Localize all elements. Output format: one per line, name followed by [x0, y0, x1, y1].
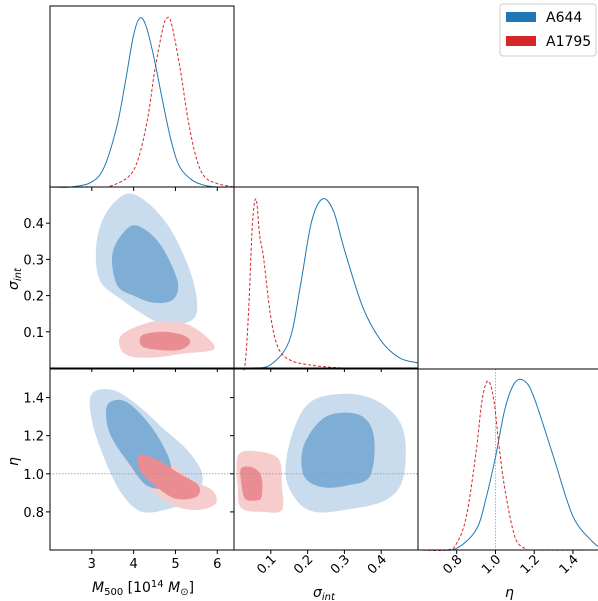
- panel-frame-M500-M500: [49, 5, 235, 188]
- contour-a1795-M500-eta-inner: [137, 454, 201, 500]
- legend: A644 A1795: [499, 3, 597, 57]
- x-tick-label-eta: 1.2: [518, 552, 543, 577]
- posterior-a644-sigma_int: [233, 198, 419, 369]
- x-tick-label-eta: 1.0: [479, 552, 504, 577]
- x-tick-label-M500: 6: [213, 557, 221, 572]
- y-tick-label-eta: 1.2: [23, 430, 44, 445]
- legend-label-a644: A644: [546, 10, 582, 26]
- x-axis-label-m500: M500 [1014 M⊙]: [92, 579, 194, 598]
- contour-a1795-M500-sigma_int-inner: [139, 331, 191, 351]
- y-tick-label-eta: 0.8: [23, 506, 44, 521]
- posterior-a644-eta: [417, 378, 598, 551]
- y-tick-label-sigma_int: 0.3: [23, 253, 44, 268]
- x-tick-label-sigma_int: 0.4: [365, 552, 390, 577]
- x-axis-label-eta: η: [505, 585, 514, 601]
- contour-layer: [89, 193, 406, 513]
- y-tick-label-sigma_int: 0.2: [23, 290, 44, 305]
- x-tick-label-sigma_int: 0.3: [328, 552, 353, 577]
- panel-frame-sigma_int-sigma_int: [233, 186, 419, 369]
- y-axis-label-eta: η: [6, 457, 22, 466]
- y-tick-label-eta: 1.4: [23, 392, 44, 407]
- y-tick-label-sigma_int: 0.1: [23, 326, 44, 341]
- contour-a644-sigma_int-eta-inner: [301, 412, 375, 488]
- posterior-a1795-M500: [49, 16, 235, 188]
- legend-swatch-a644: [506, 12, 536, 22]
- x-axis-label-sigma-int: σint: [313, 585, 336, 601]
- legend-swatch-a1795: [506, 36, 536, 46]
- posterior-line-layer: [49, 16, 598, 551]
- x-tick-label-eta: 1.4: [557, 552, 582, 577]
- y-tick-label-eta: 1.0: [23, 468, 44, 483]
- x-tick-label-M500: 5: [171, 557, 179, 572]
- contour-a1795-sigma_int-eta-inner: [240, 466, 263, 501]
- axis-labels: M500 [1014 M⊙] σint η σint η: [6, 267, 514, 601]
- x-tick-label-eta: 0.8: [440, 552, 465, 577]
- y-tick-label-sigma_int: 0.4: [23, 217, 44, 232]
- y-axis-label-sigma-int: σint: [6, 267, 24, 290]
- x-tick-label-sigma_int: 0.2: [291, 552, 316, 577]
- x-tick-label-sigma_int: 0.1: [254, 552, 279, 577]
- legend-label-a1795: A1795: [546, 34, 591, 50]
- panel-frame-eta-eta: [417, 368, 598, 551]
- x-tick-label-M500: 3: [88, 557, 96, 572]
- posterior-a644-M500: [49, 17, 235, 188]
- posterior-a1795-sigma_int: [233, 198, 419, 371]
- x-tick-label-M500: 4: [129, 557, 137, 572]
- posterior-a1795-eta: [417, 380, 598, 551]
- contour-a644-M500-sigma_int-inner: [111, 225, 179, 304]
- panel-frame-layer: [49, 5, 598, 551]
